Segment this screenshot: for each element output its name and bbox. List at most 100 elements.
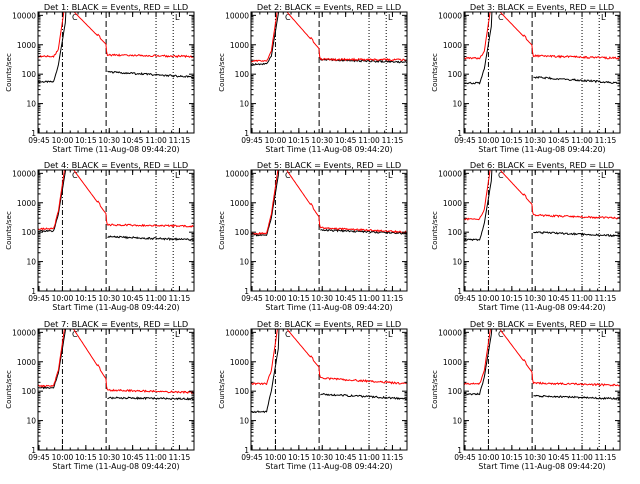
y-tick-label: 10: [239, 100, 249, 109]
series-events: [464, 12, 620, 85]
legend-mark-c: C: [285, 171, 291, 180]
y-tick-label: 100: [235, 70, 250, 79]
y-axis-label: Counts/sec: [5, 211, 13, 250]
y-tick-label: 10: [239, 258, 249, 267]
series-lld: [251, 12, 407, 63]
series-events: [38, 329, 194, 401]
x-tick-label: 10:00: [478, 294, 500, 303]
y-tick-label: 10000: [438, 11, 462, 20]
legend-mark-l: L: [388, 330, 393, 339]
y-tick-label: 10: [26, 100, 36, 109]
x-tick-label: 09:45: [241, 294, 263, 303]
x-tick-label: 11:15: [595, 136, 617, 145]
x-tick-label: 11:00: [145, 136, 167, 145]
series-lld: [251, 329, 407, 386]
x-tick-label: 10:30: [311, 294, 333, 303]
x-tick-label: 10:30: [311, 136, 333, 145]
y-tick-label: 10: [452, 258, 462, 267]
y-tick-label: 10000: [225, 328, 249, 337]
x-tick-label: 11:00: [145, 453, 167, 462]
y-tick-label: 100: [448, 70, 463, 79]
legend-mark-l: L: [601, 13, 606, 22]
series-lld: [251, 170, 407, 235]
legend-mark-c: C: [498, 330, 504, 339]
x-tick-label: 10:15: [75, 453, 97, 462]
x-tick-label: 10:15: [288, 453, 310, 462]
series-lld: [38, 329, 194, 395]
x-tick-label: 11:00: [358, 136, 380, 145]
panel-title: Det 2: BLACK = Events, RED = LLD: [257, 2, 401, 12]
panel-title: Det 1: BLACK = Events, RED = LLD: [44, 2, 188, 12]
x-axis-label: Start Time (11-Aug-08 09:44:20): [265, 462, 392, 471]
x-tick-label: 09:45: [28, 136, 50, 145]
legend-mark-c: C: [285, 13, 291, 22]
legend-mark-l: L: [388, 13, 393, 22]
series-events: [251, 170, 407, 237]
panel-title: Det 5: BLACK = Events, RED = LLD: [257, 160, 401, 170]
x-tick-label: 10:15: [288, 294, 310, 303]
y-axis-label: Counts/sec: [431, 211, 439, 250]
x-tick-label: 09:45: [241, 453, 263, 462]
y-tick-label: 1000: [17, 358, 36, 367]
x-tick-label: 10:15: [75, 136, 97, 145]
x-tick-label: 10:00: [478, 136, 500, 145]
x-tick-label: 10:15: [288, 136, 310, 145]
x-tick-label: 10:00: [265, 294, 287, 303]
y-tick-label: 1000: [230, 358, 249, 367]
x-tick-label: 10:00: [265, 136, 287, 145]
y-tick-label: 1000: [17, 199, 36, 208]
x-axis-label: Start Time (11-Aug-08 09:44:20): [478, 462, 605, 471]
y-tick-label: 10000: [438, 328, 462, 337]
y-tick-label: 100: [22, 228, 37, 237]
x-tick-label: 10:15: [501, 453, 523, 462]
y-tick-label: 10: [26, 417, 36, 426]
x-tick-label: 11:15: [382, 453, 404, 462]
x-tick-label: 09:45: [454, 294, 476, 303]
x-tick-label: 11:15: [382, 136, 404, 145]
x-tick-label: 10:30: [311, 453, 333, 462]
series-events: [464, 329, 620, 401]
y-tick-label: 1: [244, 446, 249, 455]
panel-title: Det 8: BLACK = Events, RED = LLD: [257, 319, 401, 329]
legend-mark-c: C: [72, 171, 78, 180]
y-tick-label: 1: [31, 446, 36, 455]
y-tick-label: 1000: [230, 199, 249, 208]
y-tick-label: 1000: [443, 41, 462, 50]
x-tick-label: 11:15: [595, 294, 617, 303]
legend-mark-c: C: [498, 13, 504, 22]
legend-mark-l: L: [601, 330, 606, 339]
x-tick-label: 11:00: [571, 136, 593, 145]
y-axis-label: Counts/sec: [218, 211, 226, 250]
x-tick-label: 10:45: [122, 294, 144, 303]
y-tick-label: 1: [31, 287, 36, 296]
x-tick-label: 10:00: [52, 136, 74, 145]
x-tick-label: 10:45: [548, 294, 570, 303]
y-tick-label: 10000: [438, 169, 462, 178]
plot-frame: [37, 328, 195, 451]
x-tick-label: 10:30: [98, 294, 120, 303]
x-tick-label: 09:45: [454, 453, 476, 462]
x-tick-label: 11:00: [358, 453, 380, 462]
panel-title: Det 9: BLACK = Events, RED = LLD: [470, 319, 614, 329]
x-tick-label: 09:45: [28, 453, 50, 462]
x-tick-label: 10:15: [75, 294, 97, 303]
x-tick-label: 11:00: [571, 294, 593, 303]
y-tick-label: 10000: [12, 11, 36, 20]
x-tick-label: 10:45: [548, 453, 570, 462]
legend-mark-l: L: [175, 13, 180, 22]
x-tick-label: 09:45: [241, 136, 263, 145]
x-tick-label: 10:15: [501, 294, 523, 303]
y-tick-label: 1000: [443, 358, 462, 367]
series-events: [38, 12, 194, 84]
x-tick-label: 10:45: [122, 453, 144, 462]
plot-frame: [250, 11, 408, 134]
plot-frame: [250, 169, 408, 292]
legend-mark-c: C: [72, 330, 78, 339]
